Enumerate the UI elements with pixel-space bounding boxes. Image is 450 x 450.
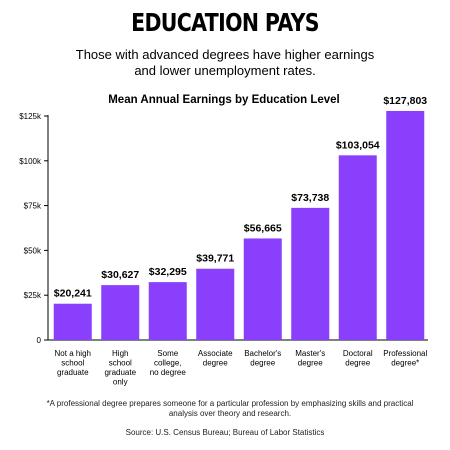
bar-value-label: $103,054 [336, 139, 380, 151]
page-title: EDUCATION PAYS [131, 8, 319, 37]
x-tick-label: Associate degree [198, 349, 233, 368]
bar-value-label: $32,295 [149, 266, 187, 278]
x-tick-label: Bachelor's degree [244, 349, 281, 368]
x-tick-label: High school graduate only [104, 349, 136, 387]
x-axis-labels-group: Not a high school graduate High school gradua… [55, 349, 428, 387]
bar [338, 155, 377, 340]
bar-value-label: $39,771 [196, 253, 234, 265]
x-tick-label: Doctoral degree [343, 349, 373, 368]
y-tick-label: $125k [19, 112, 42, 121]
value-labels-group: $20,241 $30,627 $32,295 $39,771 $56,665 $73,7… [54, 95, 428, 300]
bar [291, 207, 330, 340]
bars-group [53, 110, 425, 340]
bar-value-label: $20,241 [54, 288, 92, 300]
x-tick-label: Master's degree [295, 349, 325, 368]
y-tick-label: 0 [37, 336, 42, 345]
x-tick-label: Not a high school graduate [55, 349, 91, 377]
x-tick-label: Professional degree* [383, 349, 427, 368]
source-note: Source: U.S. Census Bureau; Bureau of La… [125, 428, 325, 437]
y-tick-label: $75k [24, 202, 42, 211]
bar [148, 282, 187, 340]
bar [243, 238, 282, 340]
bar [196, 268, 235, 340]
bar-value-label: $73,738 [291, 192, 329, 204]
bar [386, 110, 425, 340]
y-tick-label: $50k [24, 246, 42, 255]
bar-value-label: $30,627 [101, 269, 139, 281]
y-tick-label: $25k [24, 291, 42, 300]
page-subtitle: Those with advanced degrees have higher … [75, 47, 375, 78]
chart-title: Mean Annual Earnings by Education Level [108, 94, 340, 106]
y-tick-label: $100k [19, 157, 42, 166]
bar [101, 285, 140, 340]
bar-chart: Mean Annual Earnings by Education Level … [19, 94, 428, 387]
x-tick-label: Some college, no degree [150, 349, 187, 377]
footnote: *A professional degree prepares someone … [46, 399, 414, 418]
bar-value-label: $127,803 [383, 95, 427, 107]
bar [53, 303, 92, 340]
bar-value-label: $56,665 [244, 222, 282, 234]
